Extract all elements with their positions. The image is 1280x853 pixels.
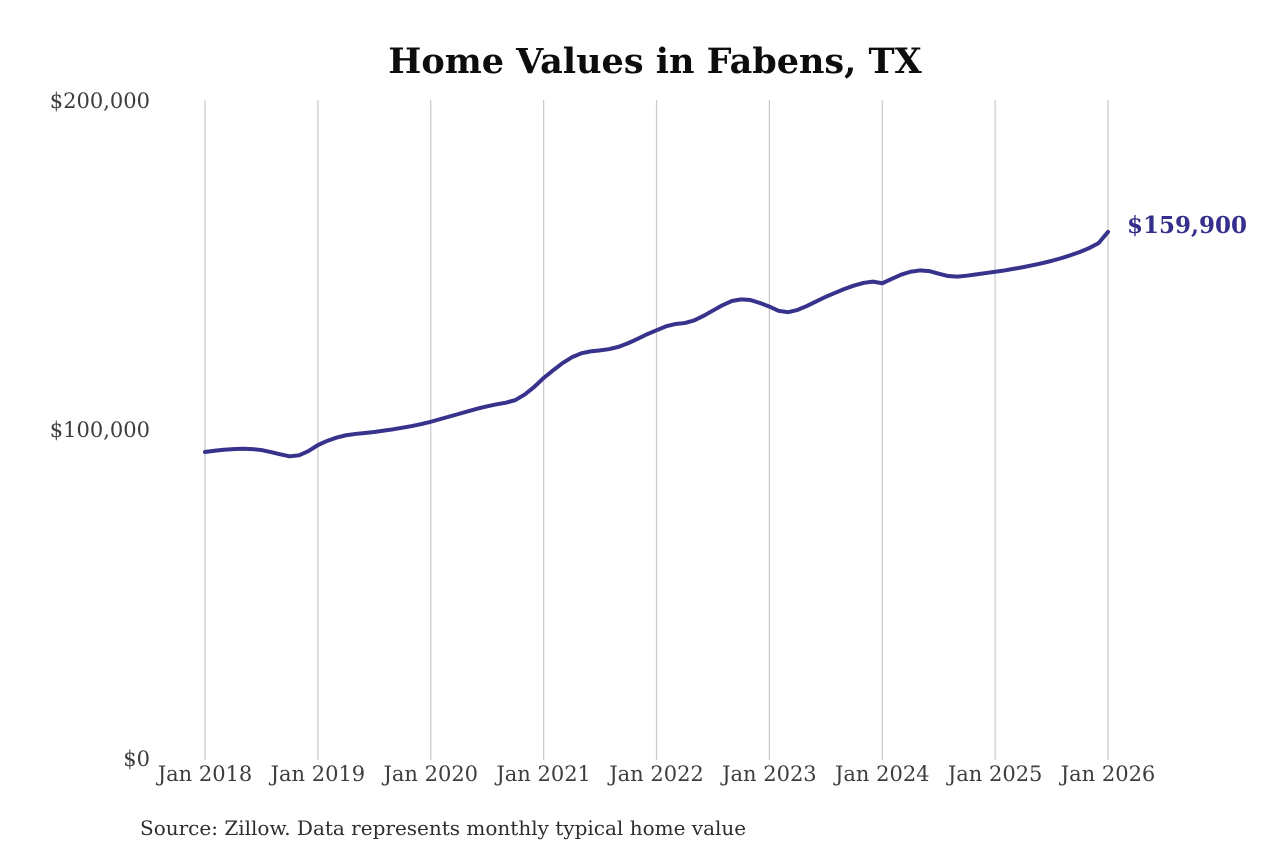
x-tick-label: Jan 2026 (1059, 762, 1156, 786)
x-tick-label: Jan 2024 (833, 762, 930, 786)
source-note: Source: Zillow. Data represents monthly … (140, 816, 746, 840)
x-tick-label: Jan 2018 (156, 762, 253, 786)
x-tick-label: Jan 2025 (946, 762, 1043, 786)
x-axis-labels: Jan 2018 Jan 2019 Jan 2020 Jan 2021 Jan 2022… (156, 762, 1156, 786)
y-tick-label: $200,000 (50, 89, 150, 113)
y-tick-label: $0 (123, 747, 150, 771)
x-tick-label: Jan 2022 (607, 762, 704, 786)
latest-value-label: $159,900 (1127, 212, 1247, 239)
x-tick-label: Jan 2019 (269, 762, 366, 786)
gridlines (204, 100, 1109, 760)
home-value-line (203, 229, 1110, 459)
x-tick-label: Jan 2021 (494, 762, 591, 786)
chart-title: Home Values in Fabens, TX (388, 41, 922, 82)
y-tick-label: $100,000 (50, 418, 150, 442)
x-tick-label: Jan 2023 (720, 762, 817, 786)
x-tick-label: Jan 2020 (381, 762, 478, 786)
y-axis-labels: $0 $100,000 $200,000 (50, 89, 150, 771)
